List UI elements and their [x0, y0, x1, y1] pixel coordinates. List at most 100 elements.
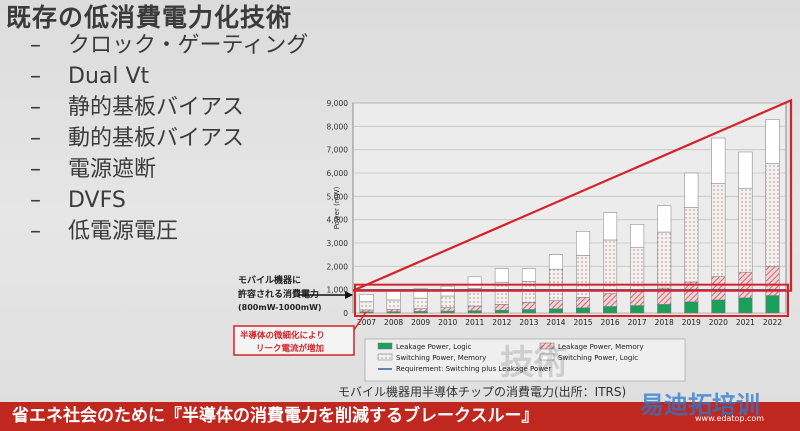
x-tick-label: 2022	[763, 318, 782, 327]
x-tick-label: 2012	[492, 318, 511, 327]
bar-leakage-logic	[630, 305, 645, 314]
bullet-dash: –	[30, 64, 41, 89]
x-tick-label: 2015	[573, 318, 592, 327]
bar-switching-logic	[603, 212, 618, 241]
list-item-text: Dual Vt	[68, 64, 150, 89]
list-item-text: 動的基板バイアス	[68, 126, 245, 151]
x-tick-label: 2013	[519, 318, 538, 327]
bar-leakage-memory	[576, 297, 591, 309]
legend-frame	[364, 338, 686, 382]
annotation-text: (800mW-1000mW)	[238, 303, 322, 312]
list-item-text: クロック・ゲーティング	[68, 33, 309, 58]
x-tick-label: 2010	[438, 318, 457, 327]
bar-leakage-logic	[494, 309, 509, 314]
bar-switching-memory	[440, 295, 455, 308]
bullet-dash: –	[30, 126, 41, 151]
bar-switching-logic	[657, 205, 672, 233]
legend-swatch	[377, 353, 393, 361]
bar-leakage-logic	[548, 308, 563, 314]
y-tick-label: 4,000	[327, 216, 349, 225]
legend-label: Switching Power, Memory	[396, 354, 486, 362]
x-tick-label: 2009	[411, 318, 430, 327]
y-tick-label: 2,000	[327, 262, 349, 271]
bar-leakage-logic	[765, 295, 780, 314]
annotation-text: 半導体の微細化により	[240, 330, 325, 341]
footer-banner: 省エネ社会のために『半導体の消費電力を削減するブレークスルー』	[0, 402, 800, 431]
x-tick-label: 2008	[384, 318, 403, 327]
bar-leakage-memory	[603, 293, 618, 307]
bar-switching-memory	[684, 207, 699, 283]
bullet-dash: –	[30, 188, 41, 213]
list-item: – 静的基板バイアス	[30, 92, 308, 123]
bar-leakage-memory	[630, 291, 645, 306]
y-tick-label: 5,000	[327, 192, 349, 201]
leak-callout-box	[233, 325, 355, 356]
bar-leakage-logic	[440, 310, 455, 314]
y-tick-label: 6,000	[327, 169, 349, 178]
bar-leakage-logic	[521, 309, 536, 314]
legend-swatch	[377, 342, 393, 350]
list-item-text: 静的基板バイアス	[68, 95, 245, 120]
bar-switching-logic	[494, 268, 509, 283]
list-item: – 低電源電圧	[30, 216, 308, 247]
bar-switching-logic	[684, 172, 699, 208]
allowed-power-box	[354, 283, 789, 317]
annotation-text: モバイル機器に	[238, 274, 301, 286]
list-item-text: 電源遮断	[68, 157, 157, 182]
bar-switching-logic	[765, 119, 780, 164]
bar-switching-logic	[521, 268, 536, 282]
bar-switching-logic	[413, 288, 428, 299]
bar-switching-logic	[467, 276, 482, 289]
bar-switching-memory	[386, 299, 401, 310]
annotation-text: リーク電流が増加	[256, 343, 324, 354]
list-item: – Dual Vt	[30, 61, 308, 92]
bullet-dash: –	[30, 95, 41, 120]
bullet-dash: –	[30, 219, 41, 244]
bar-switching-logic	[359, 294, 374, 303]
x-tick-label: 2016	[601, 318, 620, 327]
bar-leakage-logic	[657, 304, 672, 314]
bar-leakage-logic	[576, 307, 591, 314]
bar-leakage-logic	[711, 299, 726, 314]
leak-arrow	[353, 311, 367, 331]
y-tick-label: 7,000	[327, 146, 349, 155]
bar-leakage-logic	[603, 306, 618, 314]
bar-leakage-memory	[440, 307, 455, 312]
technique-list: – クロック・ゲーティング – Dual Vt – 静的基板バイアス – 動的基板バイア…	[30, 30, 308, 247]
bar-leakage-memory	[467, 305, 482, 311]
bar-leakage-memory	[413, 308, 428, 312]
bar-switching-logic	[738, 151, 753, 189]
watermark-logo-text: 易迪拓培训	[640, 391, 760, 419]
bar-switching-memory	[413, 297, 428, 309]
bar-switching-logic	[386, 290, 401, 301]
y-tick-label: 3,000	[327, 239, 349, 248]
bar-switching-memory	[765, 163, 780, 267]
bar-leakage-memory	[521, 302, 536, 310]
bar-leakage-logic	[467, 310, 482, 314]
bar-switching-logic	[548, 254, 563, 270]
x-tick-label: 2007	[357, 318, 376, 327]
legend: Leakage Power, Logic Leakage Power, Memor…	[364, 338, 686, 382]
trend-triangle	[352, 98, 793, 292]
annotation-text: 許容される消費電力	[238, 288, 319, 300]
x-tick-label: 2021	[736, 318, 755, 327]
page-title: 既存の低消費電力化技術	[6, 3, 293, 32]
bar-switching-memory	[711, 183, 726, 277]
x-tick-label: 2014	[546, 318, 565, 327]
x-tick-label: 2019	[682, 318, 701, 327]
x-axis: 2007 2008 2009 2010 2011 2012 2013 2014 2015 2016…	[357, 318, 782, 327]
bar-leakage-logic	[738, 297, 753, 314]
legend-label: Requirement: Switching plus Leakage Powe…	[396, 365, 551, 373]
y-tick-label: 1,000	[327, 286, 349, 295]
bars	[359, 119, 780, 314]
x-tick-label: 2017	[628, 318, 647, 327]
list-item: – 動的基板バイアス	[30, 123, 308, 154]
x-tick-label: 2011	[465, 318, 484, 327]
bar-switching-memory	[359, 301, 374, 311]
x-tick-label: 2018	[655, 318, 674, 327]
bar-leakage-memory	[386, 309, 401, 312]
y-axis-label: Power (mW)	[333, 186, 341, 229]
list-item-text: 低電源電圧	[68, 219, 179, 244]
